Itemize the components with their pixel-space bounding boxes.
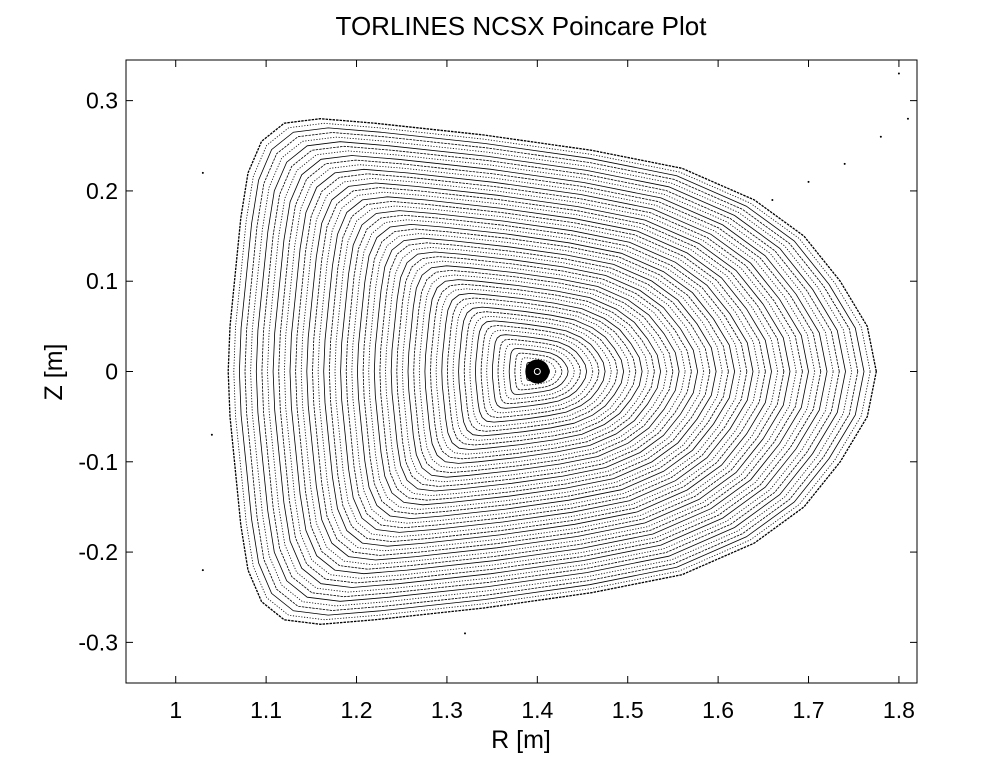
flux-surface bbox=[469, 315, 612, 428]
flux-surface bbox=[238, 127, 865, 616]
stray-point bbox=[879, 135, 882, 138]
stray-point bbox=[897, 72, 900, 75]
flux-surface bbox=[295, 173, 803, 570]
outer-boundary-surface bbox=[227, 118, 877, 625]
flux-surface bbox=[401, 260, 686, 483]
flux-surface bbox=[503, 343, 575, 400]
flux-surface bbox=[300, 177, 797, 566]
flux-surface bbox=[413, 269, 674, 474]
flux-surface bbox=[435, 288, 649, 455]
flux-surface bbox=[390, 251, 699, 492]
flux-surface bbox=[323, 196, 772, 547]
flux-surface bbox=[334, 205, 760, 538]
flux-surface bbox=[289, 168, 809, 575]
x-tick-label: 1.7 bbox=[793, 697, 825, 723]
stray-point bbox=[210, 433, 213, 436]
y-tick-label: -0.3 bbox=[78, 629, 118, 655]
flux-surface bbox=[446, 297, 637, 446]
y-tick-label: 0.1 bbox=[86, 268, 118, 294]
flux-surface bbox=[233, 122, 871, 621]
flux-surface bbox=[272, 155, 828, 588]
flux-surface bbox=[520, 357, 557, 386]
flux-surface bbox=[497, 338, 581, 405]
stray-point bbox=[201, 171, 204, 174]
flux-surface bbox=[418, 274, 668, 469]
y-tick-label: -0.2 bbox=[78, 539, 118, 565]
flux-surface bbox=[441, 292, 643, 451]
magnetic-axis-point bbox=[533, 368, 541, 375]
flux-surface bbox=[373, 237, 717, 506]
flux-surface bbox=[312, 187, 785, 556]
y-tick-label: 0 bbox=[105, 359, 118, 385]
stray-point bbox=[843, 162, 846, 165]
y-tick-label: 0.3 bbox=[86, 88, 118, 114]
flux-surface bbox=[356, 223, 736, 520]
x-tick-label: 1.2 bbox=[341, 697, 373, 723]
x-tick-label: 1.3 bbox=[431, 697, 463, 723]
x-tick-label: 1.1 bbox=[250, 697, 282, 723]
stray-point bbox=[807, 180, 810, 183]
flux-surface bbox=[351, 219, 742, 524]
flux-surface bbox=[368, 233, 723, 510]
x-tick-label: 1 bbox=[169, 697, 182, 723]
chart-title: TORLINES NCSX Poincare Plot bbox=[336, 11, 708, 41]
stray-point bbox=[771, 198, 774, 201]
flux-surface bbox=[244, 132, 859, 611]
flux-surface bbox=[430, 283, 655, 460]
stray-point bbox=[201, 569, 204, 572]
x-tick-label: 1.4 bbox=[521, 697, 553, 723]
flux-surface bbox=[317, 191, 779, 552]
flux-surface bbox=[396, 256, 692, 487]
flux-surface bbox=[255, 141, 846, 602]
data-layer bbox=[201, 72, 909, 635]
y-tick-label: 0.2 bbox=[86, 178, 118, 204]
y-tick-label: -0.1 bbox=[78, 449, 118, 475]
flux-surface bbox=[514, 352, 563, 391]
x-tick-label: 1.8 bbox=[883, 697, 915, 723]
flux-surface bbox=[475, 320, 606, 423]
x-axis-label: R [m] bbox=[491, 726, 551, 754]
flux-surface bbox=[486, 329, 594, 414]
flux-surface bbox=[458, 306, 625, 437]
flux-surface bbox=[463, 311, 618, 432]
flux-surface bbox=[278, 159, 822, 584]
flux-surface bbox=[407, 265, 680, 478]
tick-layer: 1 1.1 1.2 1.3 1.4 1.5 1.6 1.7 1.8 0.3 0.2 0.1 0 -0.1 -… bbox=[78, 60, 917, 723]
flux-surface bbox=[379, 242, 711, 501]
x-tick-label: 1.6 bbox=[702, 697, 734, 723]
flux-surface bbox=[424, 279, 662, 464]
flux-surface bbox=[306, 182, 791, 561]
flux-surface bbox=[480, 325, 600, 418]
flux-surface bbox=[261, 145, 840, 598]
x-tick-label: 1.5 bbox=[612, 697, 644, 723]
stray-point bbox=[464, 632, 466, 635]
flux-surface bbox=[340, 210, 754, 533]
flux-surface bbox=[508, 348, 569, 395]
stray-point bbox=[906, 117, 909, 120]
flux-surface bbox=[267, 150, 834, 593]
flux-surface bbox=[283, 164, 816, 579]
magnetic-axis-island bbox=[525, 359, 550, 384]
flux-surface bbox=[491, 334, 588, 409]
y-axis-label: Z [m] bbox=[40, 344, 68, 401]
